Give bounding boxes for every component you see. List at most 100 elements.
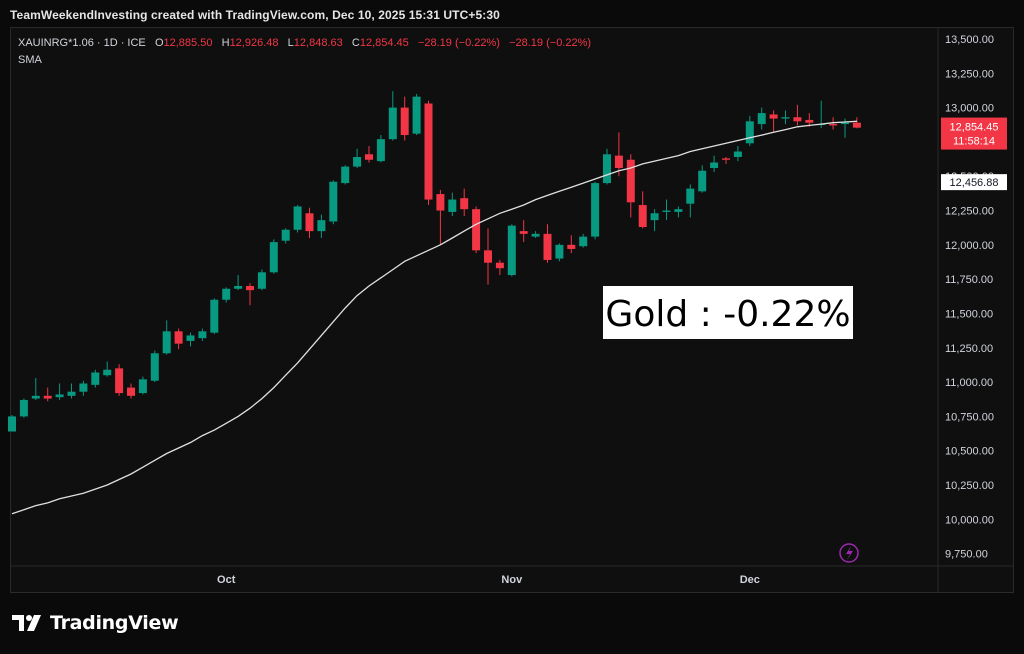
close-label: C: [351, 37, 360, 49]
candle-body: [722, 158, 730, 160]
candle-body: [531, 233, 540, 237]
candle-body: [674, 209, 683, 212]
candle-body: [436, 194, 445, 211]
x-tick-label: Oct: [217, 574, 236, 586]
candle-body: [127, 387, 135, 396]
candle-body: [198, 331, 207, 339]
y-tick-label: 11,000.00: [945, 377, 993, 389]
candle-body: [174, 331, 183, 344]
candle-body: [733, 151, 742, 158]
y-tick-label: 10,000.00: [945, 514, 994, 526]
candle-body: [852, 122, 861, 128]
y-tick-label: 13,000.00: [945, 103, 994, 115]
candle-body: [103, 369, 112, 376]
candle-body: [138, 379, 147, 394]
y-tick-label: 13,250.00: [945, 68, 994, 80]
candle-body: [162, 331, 171, 354]
candle-body: [376, 139, 385, 162]
symbol-label[interactable]: XAUINRG*1.06 · 1D · ICE: [18, 37, 146, 49]
indicator-legend[interactable]: SMA: [18, 54, 42, 66]
candle-body: [186, 335, 195, 341]
candle-body: [686, 188, 695, 204]
candle-body: [424, 103, 433, 200]
candle-body: [234, 286, 243, 289]
candle-body: [400, 107, 409, 136]
y-tick-label: 11,750.00: [945, 274, 993, 286]
close-value: 12,854.45: [359, 37, 409, 49]
ohlc-legend: XAUINRG*1.06 · 1D · ICE O12,885.50 H12,9…: [18, 37, 591, 49]
y-tick-label: 11,500.00: [945, 308, 993, 320]
candle-body: [555, 244, 564, 259]
candle-body: [591, 183, 600, 237]
high-label: H: [221, 37, 230, 49]
annotation-text: Gold : -0.22%: [605, 294, 850, 335]
candle-body: [769, 114, 778, 119]
candle-body: [269, 242, 278, 273]
candle-body: [829, 124, 838, 126]
open-value: 12,885.50: [163, 37, 213, 49]
y-tick-label: 10,250.00: [945, 480, 994, 492]
candle-body: [793, 117, 802, 122]
candle-body: [745, 121, 754, 144]
candle-body: [91, 372, 100, 385]
candle-body: [31, 395, 40, 399]
candle-body: [484, 250, 492, 263]
y-tick-label: 12,250.00: [945, 206, 994, 218]
candle-body: [638, 205, 647, 228]
tradingview-logo-icon: [12, 615, 41, 631]
open-label: O: [154, 37, 164, 49]
candle-body: [460, 198, 469, 210]
candle-body: [388, 107, 397, 140]
candle-body: [281, 229, 290, 241]
candle-body: [841, 122, 849, 125]
candle-body: [305, 213, 314, 232]
candle-body: [365, 154, 373, 160]
last-price-tag: [941, 117, 1007, 150]
x-tick-label: Dec: [740, 574, 760, 586]
candle-body: [79, 383, 88, 392]
candle-body: [67, 391, 76, 396]
candle-body: [150, 353, 159, 381]
candle-body: [781, 117, 790, 119]
candle-body: [19, 399, 28, 417]
candle-body: [353, 157, 362, 167]
candle-body: [317, 220, 326, 232]
candle-body: [698, 170, 707, 192]
candle-body: [246, 286, 254, 291]
brand: TradingView: [12, 612, 179, 634]
candle-body: [412, 96, 421, 134]
candle-body: [579, 236, 588, 247]
high-value: 12,926.48: [229, 37, 279, 49]
candle-body: [567, 244, 576, 249]
candle-body: [543, 233, 552, 260]
y-tick-label: 12,000.00: [945, 240, 994, 252]
candle-body: [115, 368, 124, 394]
lightning-bolt-icon: [846, 546, 853, 560]
candle-body: [222, 288, 231, 300]
sma-line: [11, 120, 857, 515]
x-tick-label: Nov: [501, 574, 523, 586]
countdown-label: 11:58:14: [953, 136, 995, 148]
y-tick-label: 13,500.00: [945, 34, 994, 46]
y-tick-label: 10,500.00: [945, 446, 994, 458]
low-value: 12,848.63: [293, 37, 343, 49]
annotation-box: [603, 286, 853, 339]
candle-body: [650, 213, 659, 221]
last-price-label: 12,854.45: [950, 122, 999, 134]
candle-body: [257, 272, 266, 289]
candle-body: [710, 162, 719, 168]
candle-body: [448, 199, 457, 212]
candle-body: [519, 231, 528, 234]
candle-body: [293, 206, 302, 230]
candle-body: [626, 159, 635, 203]
candle-body: [329, 181, 338, 222]
change-value-2: −28.19 (−0.22%): [509, 37, 592, 49]
candle-body: [472, 209, 481, 251]
candle-body: [55, 394, 64, 398]
brand-name: TradingView: [50, 612, 179, 634]
chart-caption: TeamWeekendInvesting created with Tradin…: [10, 8, 500, 22]
candle-body: [507, 225, 516, 276]
candle-body: [43, 395, 52, 399]
y-tick-label: 10,750.00: [945, 411, 994, 423]
